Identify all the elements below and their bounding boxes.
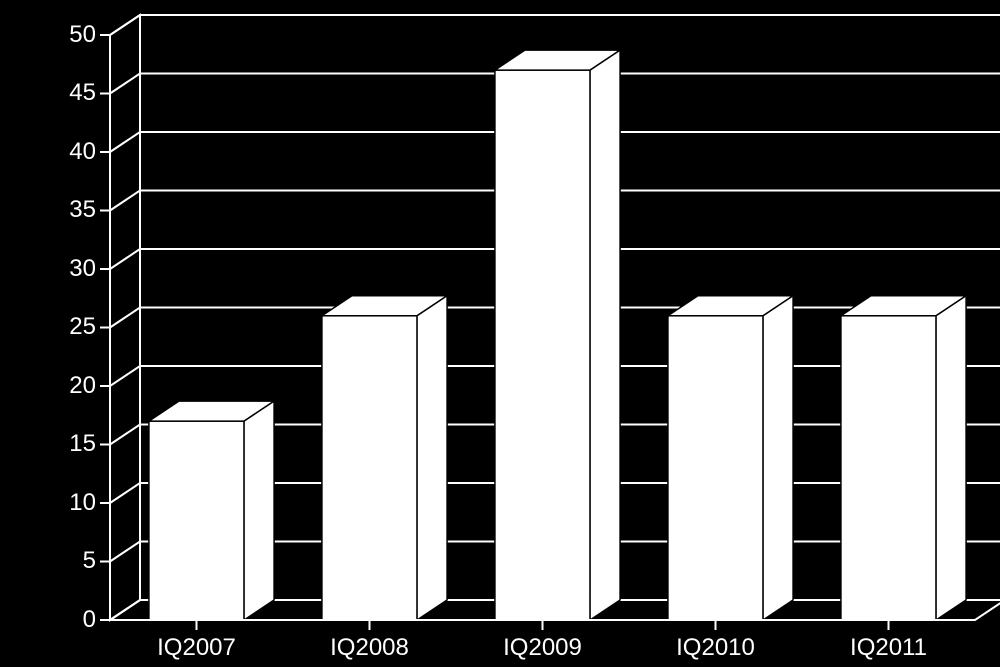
bar-front bbox=[841, 316, 936, 620]
bar-front bbox=[495, 70, 590, 620]
bar-front bbox=[322, 316, 417, 620]
xtick-label: IQ2009 bbox=[503, 634, 582, 662]
ytick-label: 15 bbox=[69, 430, 96, 458]
ytick-label: 35 bbox=[69, 196, 96, 224]
xtick-label: IQ2007 bbox=[157, 634, 236, 662]
bar-side bbox=[936, 296, 966, 620]
ytick-label: 10 bbox=[69, 489, 96, 517]
bar-front bbox=[149, 421, 244, 620]
xtick-label: IQ2010 bbox=[676, 634, 755, 662]
bar-side bbox=[763, 296, 793, 620]
chart-stage: 0 5 10 15 20 25 30 35 40 45 50 IQ2007 IQ2008 IQ2009 IQ… bbox=[0, 0, 1000, 667]
ytick-label: 5 bbox=[83, 547, 96, 575]
bar bbox=[495, 50, 620, 620]
ytick-label: 45 bbox=[69, 79, 96, 107]
ytick-label: 30 bbox=[69, 255, 96, 283]
ytick-label: 50 bbox=[69, 21, 96, 49]
xtick-label: IQ2011 bbox=[850, 634, 927, 662]
bar-side bbox=[417, 296, 447, 620]
bar-chart bbox=[0, 0, 1000, 667]
bar-front bbox=[668, 316, 763, 620]
bar bbox=[841, 296, 966, 620]
bar bbox=[322, 296, 447, 620]
bar bbox=[149, 401, 274, 620]
bar-side bbox=[244, 401, 274, 620]
bar bbox=[668, 296, 793, 620]
bar-side bbox=[590, 50, 620, 620]
ytick-label: 40 bbox=[69, 138, 96, 166]
ytick-label: 0 bbox=[83, 606, 96, 634]
xtick-label: IQ2008 bbox=[330, 634, 409, 662]
ytick-label: 25 bbox=[69, 313, 96, 341]
ytick-label: 20 bbox=[69, 372, 96, 400]
